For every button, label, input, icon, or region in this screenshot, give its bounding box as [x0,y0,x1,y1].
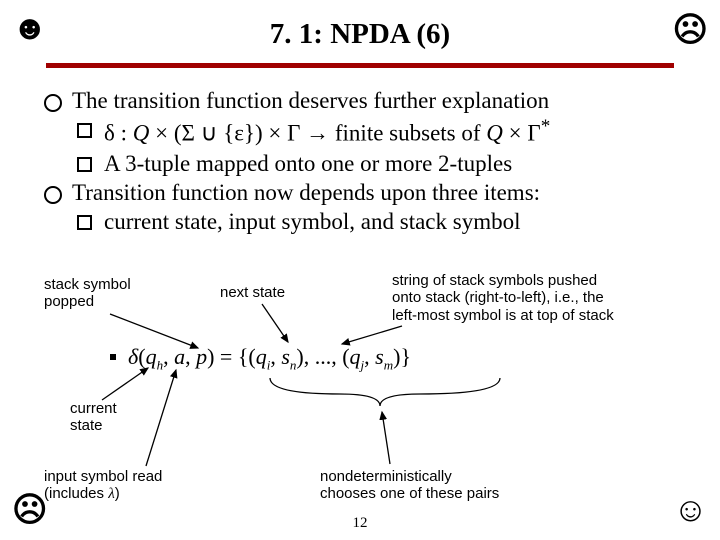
corner-face-tl: ☻ [12,10,48,48]
bullet-2: Transition function now depends upon thr… [72,178,692,207]
bullet-1: The transition function deserves further… [72,86,692,115]
page-number: 12 [353,515,368,532]
bullet-1-sub-2: A 3-tuple mapped onto one or more 2-tupl… [72,149,692,178]
corner-face-tr: ☹ [673,10,708,50]
content-area: The transition function deserves further… [0,68,720,237]
diagram-arrows [0,276,720,518]
slide-title: 7. 1: NPDA (6) [0,0,720,51]
bullet-2-sub-1: current state, input symbol, and stack s… [72,207,692,236]
transition-diagram: stack symbolpopped next state string of … [0,276,720,518]
bullet-1-sub-1: δ : Q × (Σ ∪ {ε}) × Γ → finite subsets o… [72,115,692,148]
